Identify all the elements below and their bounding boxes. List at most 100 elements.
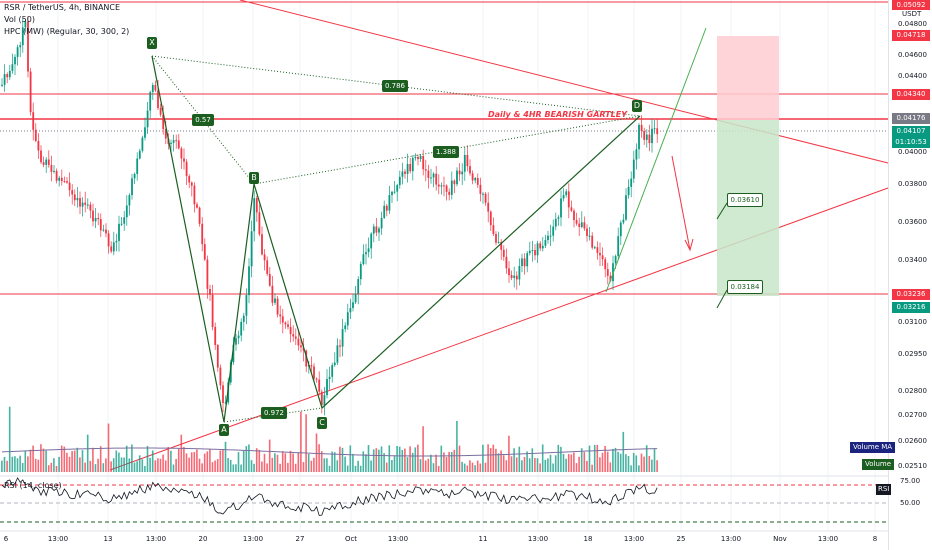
volume-ma-tag[interactable]: Volume MA <box>850 442 896 453</box>
volume-bar <box>443 452 445 472</box>
volume-tag[interactable]: Volume <box>862 459 895 470</box>
candle-body <box>248 266 250 296</box>
candle-body <box>141 137 144 151</box>
price-unit[interactable]: USDT <box>902 10 922 18</box>
volume-bar <box>133 462 136 472</box>
volume-bar <box>466 465 469 472</box>
volume-bar <box>391 459 393 472</box>
volume-bar <box>266 463 268 472</box>
candle-body <box>175 140 178 142</box>
candle-body <box>222 385 224 404</box>
volume-bar <box>492 444 495 472</box>
volume-bar <box>411 452 414 472</box>
volume-bar <box>401 449 404 472</box>
price-tick: 0.04800 <box>898 20 927 28</box>
price-tag-level: 0.04340 <box>892 89 930 100</box>
pattern-title[interactable]: Daily & 4HR BEARISH GARTLEY <box>488 110 627 119</box>
candle-body <box>396 185 399 192</box>
volume-bar <box>92 447 94 472</box>
candle-body <box>214 326 217 346</box>
time-tick: 20 <box>198 535 208 543</box>
candle-body <box>380 217 383 229</box>
volume-bar <box>73 450 76 472</box>
candle-body <box>76 198 79 201</box>
candle-body <box>209 288 211 295</box>
candle-body <box>359 263 362 280</box>
volume-bar <box>323 458 326 472</box>
candle-body <box>315 378 318 380</box>
ratio-ac[interactable]: 0.972 <box>261 407 287 419</box>
rsi-indicator-label[interactable]: RSI (14, close) <box>4 481 62 490</box>
target-label-2[interactable]: 0.03184 <box>727 280 763 294</box>
candle-body <box>170 142 172 144</box>
time-tick: 13:00 <box>387 535 409 543</box>
volume-bar <box>541 444 544 472</box>
candle-body <box>154 85 157 91</box>
candle-body <box>469 166 471 174</box>
volume-bar <box>37 459 40 472</box>
volume-bar <box>586 460 588 472</box>
pattern-point-d[interactable]: D <box>632 100 642 112</box>
volume-bar <box>575 463 578 472</box>
candle-body <box>541 245 544 249</box>
candle-body <box>16 47 19 57</box>
candle-body <box>536 243 539 256</box>
volume-bar <box>258 449 261 472</box>
ratio-xd[interactable]: 0.786 <box>382 80 408 92</box>
volume-bar <box>125 445 128 472</box>
volume-bar <box>375 448 378 472</box>
volume-bar <box>235 464 237 472</box>
volume-bar <box>6 460 8 472</box>
volume-bar <box>50 462 53 472</box>
volume-bar <box>201 463 203 472</box>
volume-bar <box>188 457 190 472</box>
candle-body <box>385 205 388 211</box>
volume-ma-line <box>1 447 658 457</box>
candle-body <box>196 204 198 208</box>
volume-bar <box>79 457 81 472</box>
chart-legend: RSR / TetherUS, 4h, BINANCE Vol (50) HPC… <box>4 2 129 38</box>
volume-bar <box>34 458 37 472</box>
candle-body <box>409 164 412 172</box>
candle-body <box>123 217 126 224</box>
rsi-tag[interactable]: RSI <box>876 484 892 495</box>
volume-bar <box>406 457 409 472</box>
pattern-point-b[interactable]: B <box>249 172 259 184</box>
volume-indicator-label[interactable]: Vol (50) <box>4 15 35 24</box>
volume-bar <box>370 460 372 472</box>
volume-bar <box>547 458 549 472</box>
price-tick: 0.02600 <box>898 437 927 445</box>
candle-body <box>55 170 58 181</box>
volume-bar <box>112 458 115 472</box>
candle-body <box>203 244 206 260</box>
candle-body <box>448 191 451 195</box>
volume-bar <box>310 460 313 472</box>
volume-bar <box>640 453 643 472</box>
volume-bar <box>60 445 63 472</box>
ratio-xb[interactable]: 0.57 <box>192 114 214 126</box>
pattern-point-x[interactable]: X <box>147 37 157 49</box>
volume-bar <box>68 456 71 472</box>
hpc-indicator-label[interactable]: HPC (MW) (Regular, 30, 300, 2) <box>4 27 130 36</box>
rsi-tick: 75.00 <box>900 477 921 485</box>
candle-body <box>50 165 53 172</box>
candle-body <box>372 226 375 234</box>
volume-bar <box>344 456 346 472</box>
xd-dotted <box>151 55 641 117</box>
volume-bar <box>648 455 651 472</box>
volume-bar <box>86 434 89 472</box>
pattern-point-a[interactable]: A <box>219 424 229 436</box>
ratio-bd[interactable]: 1.388 <box>433 146 459 158</box>
candle-body <box>445 185 448 192</box>
volume-bar <box>206 451 209 472</box>
volume-bar <box>198 458 201 472</box>
symbol-title[interactable]: RSR / TetherUS, 4h, BINANCE <box>4 3 121 12</box>
volume-bar <box>534 458 536 472</box>
pattern-point-c[interactable]: C <box>317 417 327 429</box>
candle-body <box>500 241 503 250</box>
volume-bar <box>604 445 606 472</box>
target-label-1[interactable]: 0.03610 <box>727 193 763 207</box>
volume-bar <box>42 448 45 472</box>
